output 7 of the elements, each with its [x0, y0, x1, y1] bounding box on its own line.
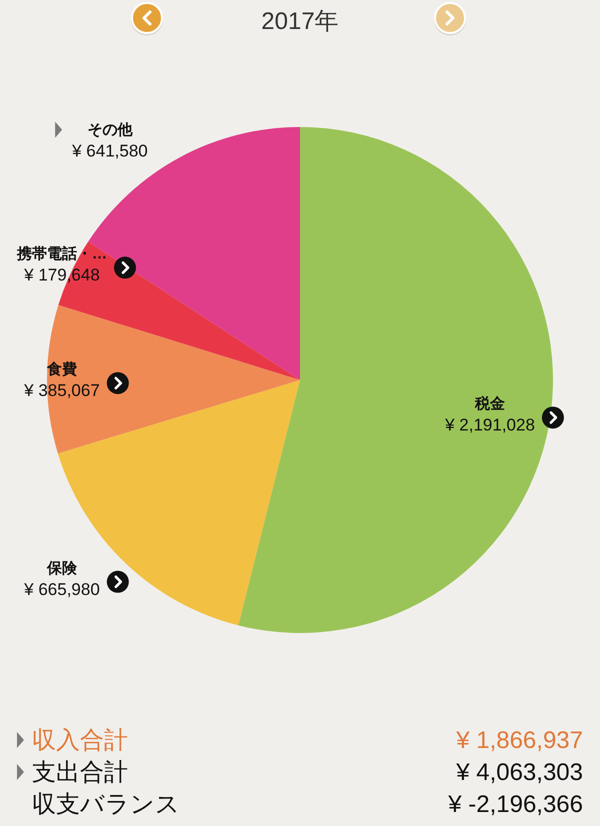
annotation: ¥ -2,196,366 [448, 791, 583, 818]
annotation: ¥ 1,866,937 [456, 727, 583, 754]
title: 2017年 [261, 8, 339, 35]
annotation: 収支バランス [32, 791, 180, 818]
annotation: 支出合計 [32, 759, 128, 786]
annotation: 収入合計 [32, 727, 128, 754]
annotation: ¥ 4,063,303 [456, 759, 583, 786]
